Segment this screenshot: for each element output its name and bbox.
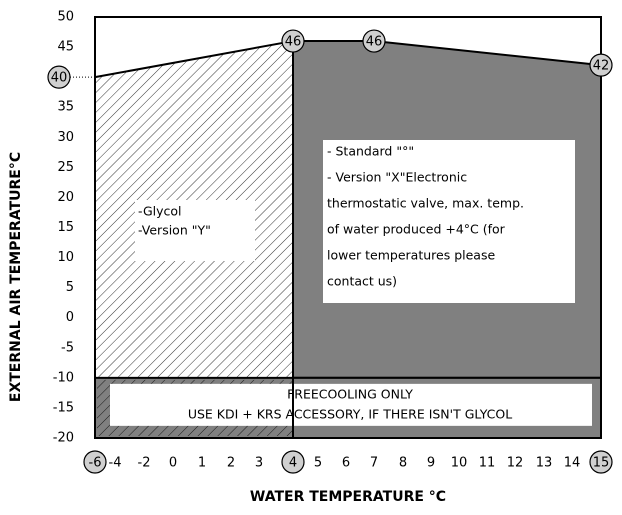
y-tick-label: 35	[57, 100, 74, 115]
x-tick-label: 12	[507, 456, 524, 471]
x-tick-label: 11	[479, 456, 496, 471]
x-tick-circle	[83, 450, 107, 474]
envelope-point	[281, 29, 305, 53]
y-tick-label: 15	[57, 220, 74, 235]
envelope-point-label: 42	[593, 59, 610, 74]
x-tick-circle-label: 15	[593, 456, 610, 471]
envelope-point-label: 46	[366, 35, 383, 50]
freecooling-label: USE KDI + KRS ACCESSORY, IF THERE ISN'T …	[188, 406, 512, 421]
x-tick-label: 14	[564, 456, 581, 471]
y-tick-label: 50	[57, 10, 74, 25]
y-tick-label: 20	[57, 190, 74, 205]
y-tick-label: 25	[57, 160, 74, 175]
x-tick-label: 0	[169, 456, 177, 471]
x-tick-circle-label: -6	[89, 456, 102, 471]
envelope-point	[362, 29, 386, 53]
glycol-box	[135, 200, 255, 261]
freecooling-label: FREECOOLING ONLY	[287, 386, 413, 401]
standard-box	[323, 140, 575, 303]
plot-frame	[94, 16, 602, 439]
standard-label: - Version "X"Electronic	[327, 170, 467, 185]
y-tick-circle-label: 40	[51, 71, 68, 86]
y-tick-label: 30	[57, 130, 74, 145]
y-tick-label: 0	[66, 310, 74, 325]
y-tick-label: 5	[66, 280, 74, 295]
x-tick-label: 6	[342, 456, 350, 471]
x-tick-circle-label: 4	[289, 456, 297, 471]
x-tick-label: 8	[399, 456, 407, 471]
x-tick-label: 9	[427, 456, 435, 471]
y-axis-label: EXTERNAL AIR TEMPERATURE°C	[8, 152, 24, 402]
envelope-point-label: 46	[285, 35, 302, 50]
x-tick-label: -4	[109, 456, 122, 471]
x-tick-label: 10	[451, 456, 468, 471]
y-tick-label: 45	[57, 40, 74, 55]
freecooling-box	[110, 383, 592, 426]
x-axis-label: WATER TEMPERATURE °C	[250, 489, 446, 505]
x-tick-circle	[281, 450, 305, 474]
glycol-label: -Glycol	[138, 204, 182, 219]
envelope-point	[589, 53, 613, 77]
standard-label: of water produced +4°C (for	[327, 222, 506, 237]
standard-label: - Standard "°"	[327, 144, 414, 159]
standard-label: contact us)	[327, 274, 397, 289]
x-tick-label: 7	[370, 456, 378, 471]
x-tick-label: 3	[255, 456, 263, 471]
x-tick-label: 13	[536, 456, 553, 471]
x-tick-label: 2	[227, 456, 235, 471]
y-tick-label: -15	[53, 400, 74, 415]
y-tick-label: -20	[53, 431, 74, 446]
y-tick-label: 10	[57, 250, 74, 265]
y-tick-label: -5	[61, 340, 74, 355]
x-tick-circle	[589, 450, 613, 474]
x-tick-label: 1	[198, 456, 206, 471]
glycol-label: -Version "Y"	[138, 223, 211, 238]
y-tick-label: -10	[53, 370, 74, 385]
y-tick-circle	[47, 65, 71, 89]
standard-label: thermostatic valve, max. temp.	[327, 196, 524, 211]
standard-label: lower temperatures please	[327, 248, 495, 263]
x-tick-label: 5	[314, 456, 322, 471]
x-tick-label: -2	[138, 456, 151, 471]
